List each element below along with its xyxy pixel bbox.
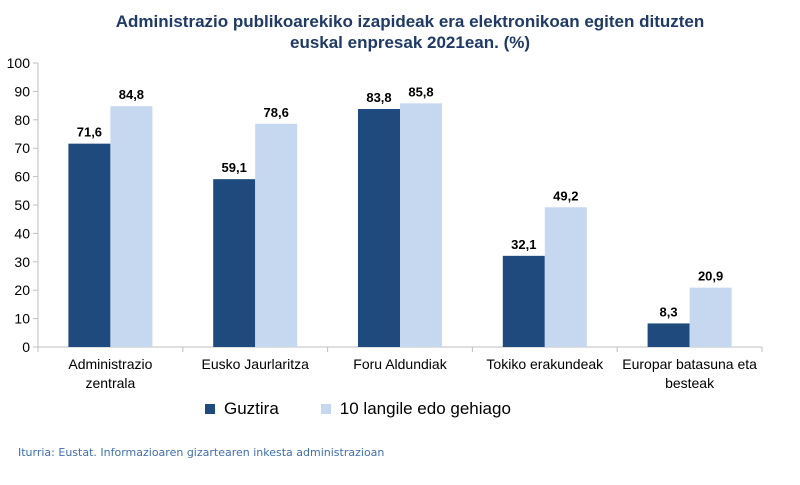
data-label: 84,8 — [119, 87, 144, 102]
bar — [689, 287, 732, 347]
y-tick-label: 70 — [14, 140, 30, 156]
data-label: 83,8 — [366, 90, 391, 105]
x-category-label: Foru Aldundiak — [325, 355, 475, 374]
legend-item-10-langile: 10 langile edo gehiago — [320, 399, 511, 419]
bar — [502, 255, 545, 347]
x-category-label-line: besteak — [665, 375, 715, 391]
x-category-label-line: Administrazio — [68, 356, 153, 372]
data-label: 49,2 — [553, 188, 578, 203]
y-tick-label: 80 — [14, 112, 30, 128]
y-tick-label: 10 — [14, 311, 30, 327]
y-tick-label: 90 — [14, 83, 30, 99]
legend-swatch — [320, 404, 331, 414]
chart-title-line2: euskal enpresak 2021ean. (%) — [289, 33, 531, 52]
data-label: 78,6 — [264, 105, 289, 120]
x-category-label: Europar batasuna eta besteak — [615, 355, 765, 393]
x-category-label: Tokiko erakundeak — [470, 355, 620, 374]
data-label: 71,6 — [77, 125, 102, 140]
legend-swatch — [205, 404, 215, 414]
x-category-label-line: Europar batasuna eta — [622, 356, 757, 372]
bar — [213, 179, 256, 347]
legend: Guztira 10 langile edo gehiago — [205, 399, 553, 419]
y-tick-label: 60 — [14, 169, 30, 185]
x-category-label-line: Foru Aldundiak — [353, 356, 447, 372]
bar — [110, 106, 153, 347]
bar — [647, 323, 690, 347]
bar — [400, 103, 442, 347]
bar — [68, 143, 111, 347]
x-category-label-line: zentrala — [85, 375, 136, 391]
y-tick-label: 20 — [14, 282, 30, 298]
y-tick-label: 40 — [14, 225, 30, 241]
data-label: 59,1 — [222, 160, 247, 175]
legend-label: Guztira — [224, 399, 279, 418]
chart-title-line1: Administrazio publikoarekiko izapideak e… — [115, 12, 705, 31]
x-category-label-line: Eusko Jaurlaritza — [201, 356, 309, 372]
x-category-label: Administrazio zentrala — [35, 355, 185, 393]
data-label: 85,8 — [408, 84, 433, 99]
legend-item-guztira: Guztira — [205, 399, 279, 419]
data-label: 32,1 — [511, 237, 536, 252]
bar — [544, 207, 587, 347]
bar — [358, 109, 400, 348]
x-category-label: Eusko Jaurlaritza — [180, 355, 330, 374]
data-label: 20,9 — [698, 269, 723, 284]
y-tick-label: 50 — [14, 197, 30, 213]
source-note: Iturria: Eustat. Informazioaren gizartea… — [18, 446, 385, 459]
bar — [255, 123, 298, 347]
x-category-label-line: Tokiko erakundeak — [486, 356, 604, 372]
y-tick-label: 30 — [14, 254, 30, 270]
y-tick-label: 0 — [22, 339, 30, 355]
data-label: 8,3 — [660, 304, 678, 319]
legend-label: 10 langile edo gehiago — [339, 399, 511, 418]
y-tick-label: 100 — [7, 55, 31, 71]
